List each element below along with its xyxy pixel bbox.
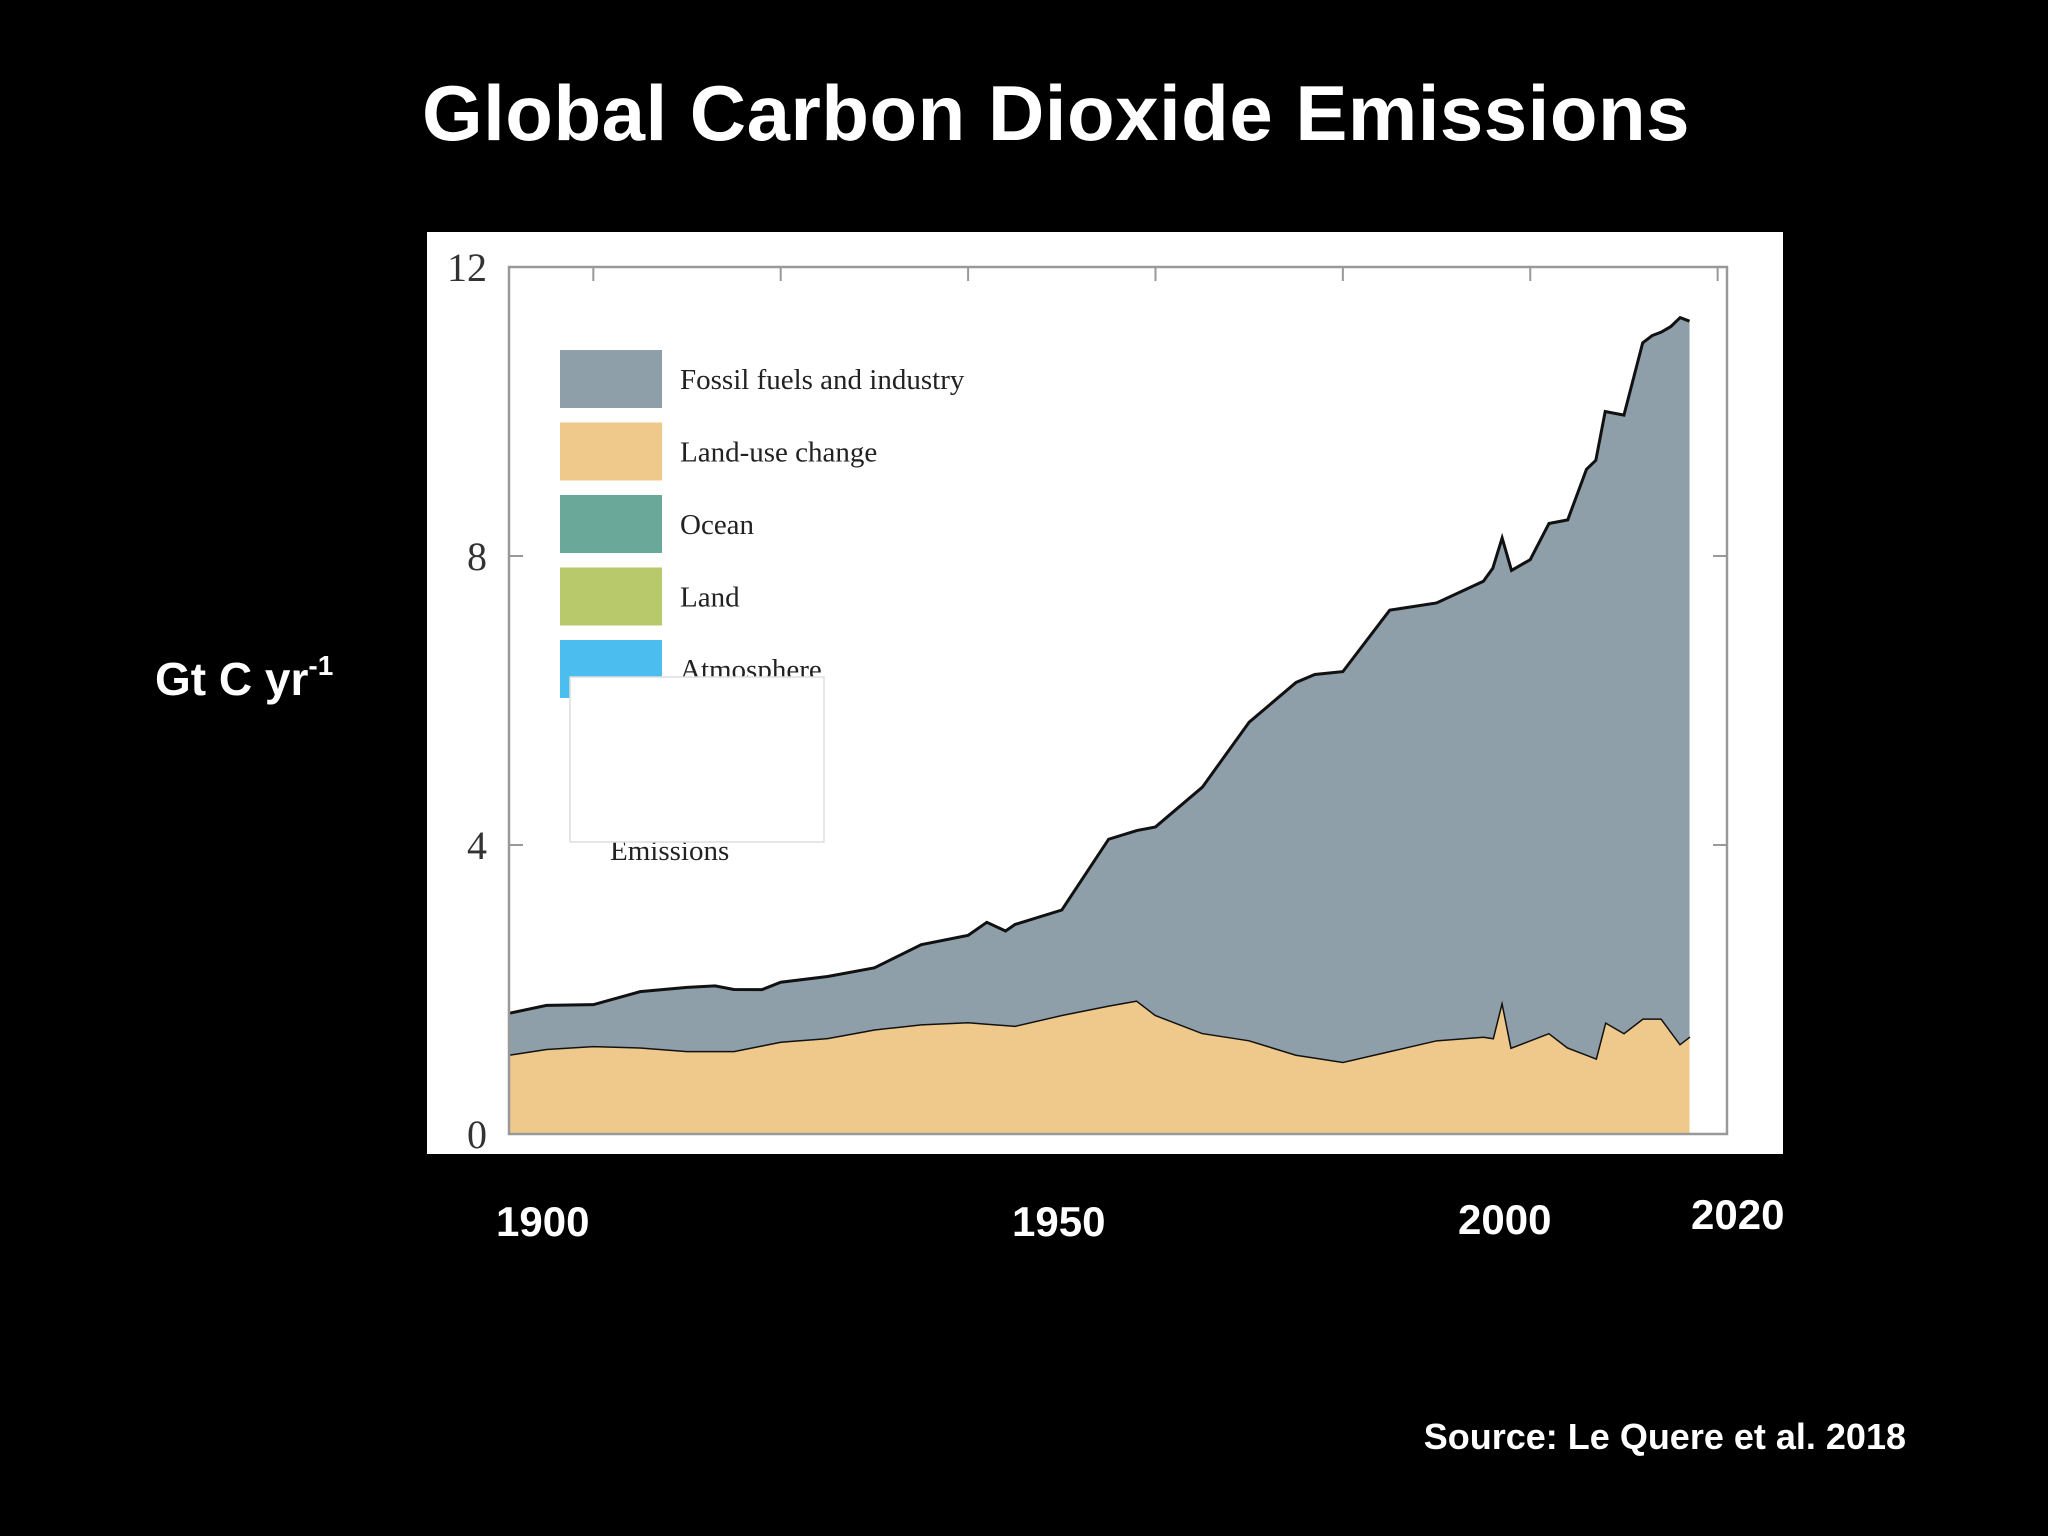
legend-label-land: Land [680,582,740,614]
year-label-1900: 1900 [496,1198,590,1245]
y-axis-unit-label: Gt C yr-1 [155,649,334,706]
legend-label-fossil-fuels-and-industry: Fossil fuels and industry [680,364,965,396]
legend-swatch-ocean [560,495,662,553]
legend-label-land-use-change: Land-use change [680,437,877,469]
year-label-1950: 1950 [1012,1198,1106,1245]
slide-title: Global Carbon Dioxide Emissions [421,69,1691,157]
area-fossil-fuels-and-industry [509,317,1690,1062]
plot-frame [507,265,1729,1136]
legend-swatch-land-use-change [560,422,662,481]
y-unit-superscript: -1 [308,649,334,681]
emissions-chart: 0 4 8 12 Fossil fuels and industry Land-use c… [447,245,1729,1154]
source-citation: Source: Le Quere et al. 2018 [1423,1416,1906,1457]
legend-swatch-land [560,567,662,626]
year-label-2020: 2020 [1691,1191,1785,1238]
legend-swatch-fossil-fuels-and-industry [560,350,662,408]
year-label-2000: 2000 [1458,1196,1552,1243]
chart-panel: 0 4 8 12 Fossil fuels and industry Land-use c… [427,232,1783,1154]
y-tick-label: 12 [447,245,487,290]
y-tick-label: 8 [467,534,487,579]
y-tick-label: 0 [467,1112,487,1154]
line-fossil-fuels-and-industry [508,315,1691,1015]
occluding-box [569,676,825,843]
legend-label-ocean: Ocean [680,509,755,541]
y-unit-main: Gt C yr [155,653,309,705]
y-tick-label: 4 [467,823,487,868]
area-land-use-change [509,1000,1690,1134]
